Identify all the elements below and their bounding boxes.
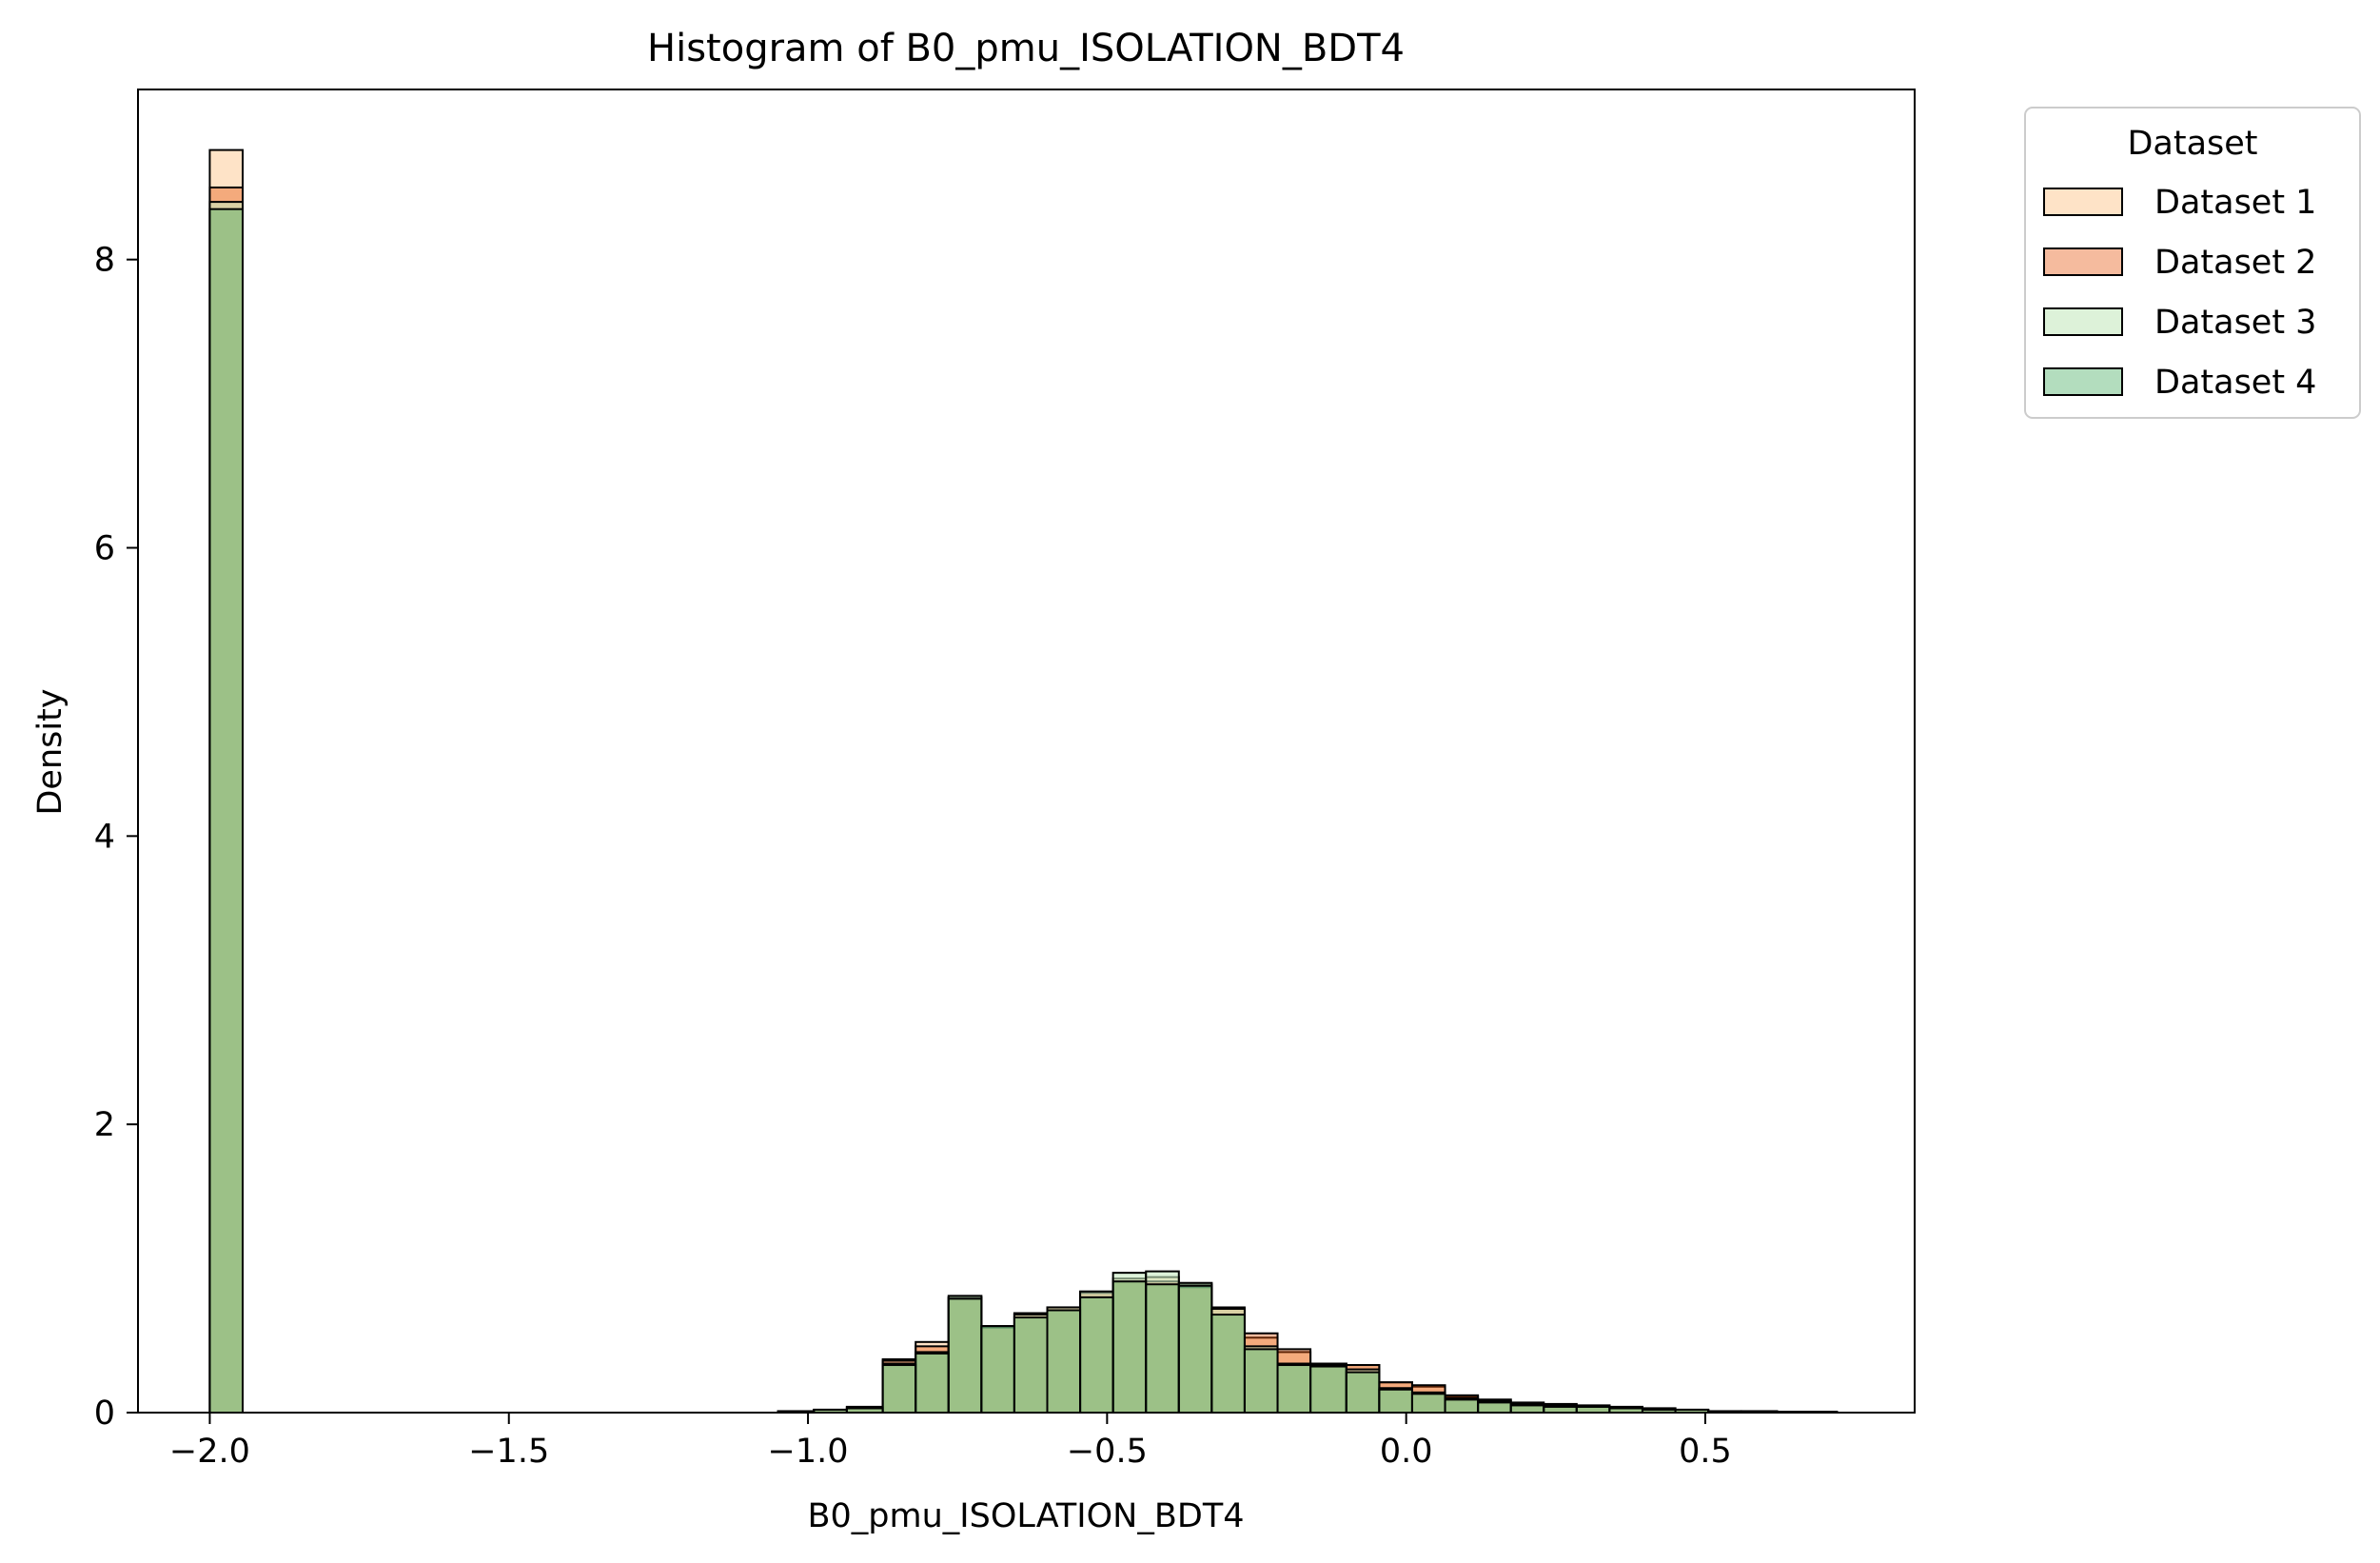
legend-entries: Dataset 1 Dataset 2 Dataset 3 Dataset 4 — [2043, 184, 2316, 402]
histogram-bar — [1013, 1316, 1049, 1414]
histogram-bar — [1111, 1280, 1148, 1414]
y-tick-label: 6 — [94, 530, 115, 568]
x-tick-label: −2.0 — [169, 1433, 250, 1471]
histogram-bar — [1177, 1284, 1213, 1414]
histogram-bar — [1079, 1296, 1114, 1414]
legend-label: Dataset 1 — [2154, 184, 2316, 222]
x-tick-label: −0.5 — [1067, 1433, 1148, 1471]
legend-swatch — [2043, 307, 2123, 336]
y-tick-label: 0 — [94, 1395, 115, 1433]
legend-label: Dataset 2 — [2154, 244, 2316, 282]
legend-swatch — [2043, 188, 2123, 216]
legend-entry: Dataset 1 — [2043, 184, 2316, 222]
x-axis-ticks: −2.0 −1.5 −1.0 −0.5 0.0 0.5 — [169, 1413, 1732, 1471]
legend-label: Dataset 3 — [2154, 304, 2316, 342]
histogram-bar — [1444, 1398, 1480, 1414]
legend-label: Dataset 4 — [2154, 364, 2316, 402]
y-tick-label: 2 — [94, 1106, 115, 1144]
histogram-bar — [208, 208, 244, 1414]
histogram-bar — [1477, 1401, 1512, 1415]
y-tick-label: 8 — [94, 242, 115, 280]
x-tick-label: −1.0 — [768, 1433, 849, 1471]
y-axis-label: Density — [31, 688, 69, 815]
histogram-bar — [1410, 1393, 1446, 1414]
histogram-bar — [1378, 1388, 1413, 1415]
histogram-bar — [1145, 1283, 1180, 1414]
histogram-bar — [1276, 1362, 1312, 1415]
histogram-bar — [947, 1297, 983, 1415]
y-tick-label: 4 — [94, 818, 115, 856]
legend-swatch — [2043, 367, 2123, 396]
x-tick-label: 0.5 — [1679, 1433, 1732, 1471]
histogram-bar — [980, 1325, 1015, 1415]
legend-swatch — [2043, 247, 2123, 276]
plot-frame — [137, 89, 1916, 1414]
histogram-bar — [1046, 1306, 1082, 1414]
histogram-bar — [1345, 1371, 1381, 1414]
histogram-bar — [1276, 1364, 1312, 1415]
legend-entry: Dataset 2 — [2043, 244, 2316, 282]
histogram-bar — [1210, 1314, 1246, 1415]
histogram-bar — [1046, 1309, 1082, 1414]
chart-title: Histogram of B0_pmu_ISOLATION_BDT4 — [647, 27, 1405, 70]
histogram-bar — [915, 1352, 950, 1415]
histogram-bar — [1145, 1270, 1180, 1414]
legend-entry: Dataset 4 — [2043, 364, 2316, 402]
y-axis-ticks: 0 2 4 6 8 — [94, 242, 138, 1433]
x-axis-label: B0_pmu_ISOLATION_BDT4 — [808, 1497, 1245, 1535]
legend-title: Dataset — [2127, 125, 2257, 163]
histogram-bar — [1177, 1281, 1213, 1414]
legend-frame — [2024, 107, 2361, 419]
x-tick-label: 0.0 — [1380, 1433, 1433, 1471]
x-tick-label: −1.5 — [468, 1433, 549, 1471]
histogram-bar — [881, 1364, 917, 1415]
legend-entry: Dataset 3 — [2043, 304, 2316, 342]
histogram-bar — [1309, 1365, 1347, 1415]
histogram-bar — [1509, 1404, 1545, 1415]
histogram-bar — [1243, 1348, 1279, 1415]
